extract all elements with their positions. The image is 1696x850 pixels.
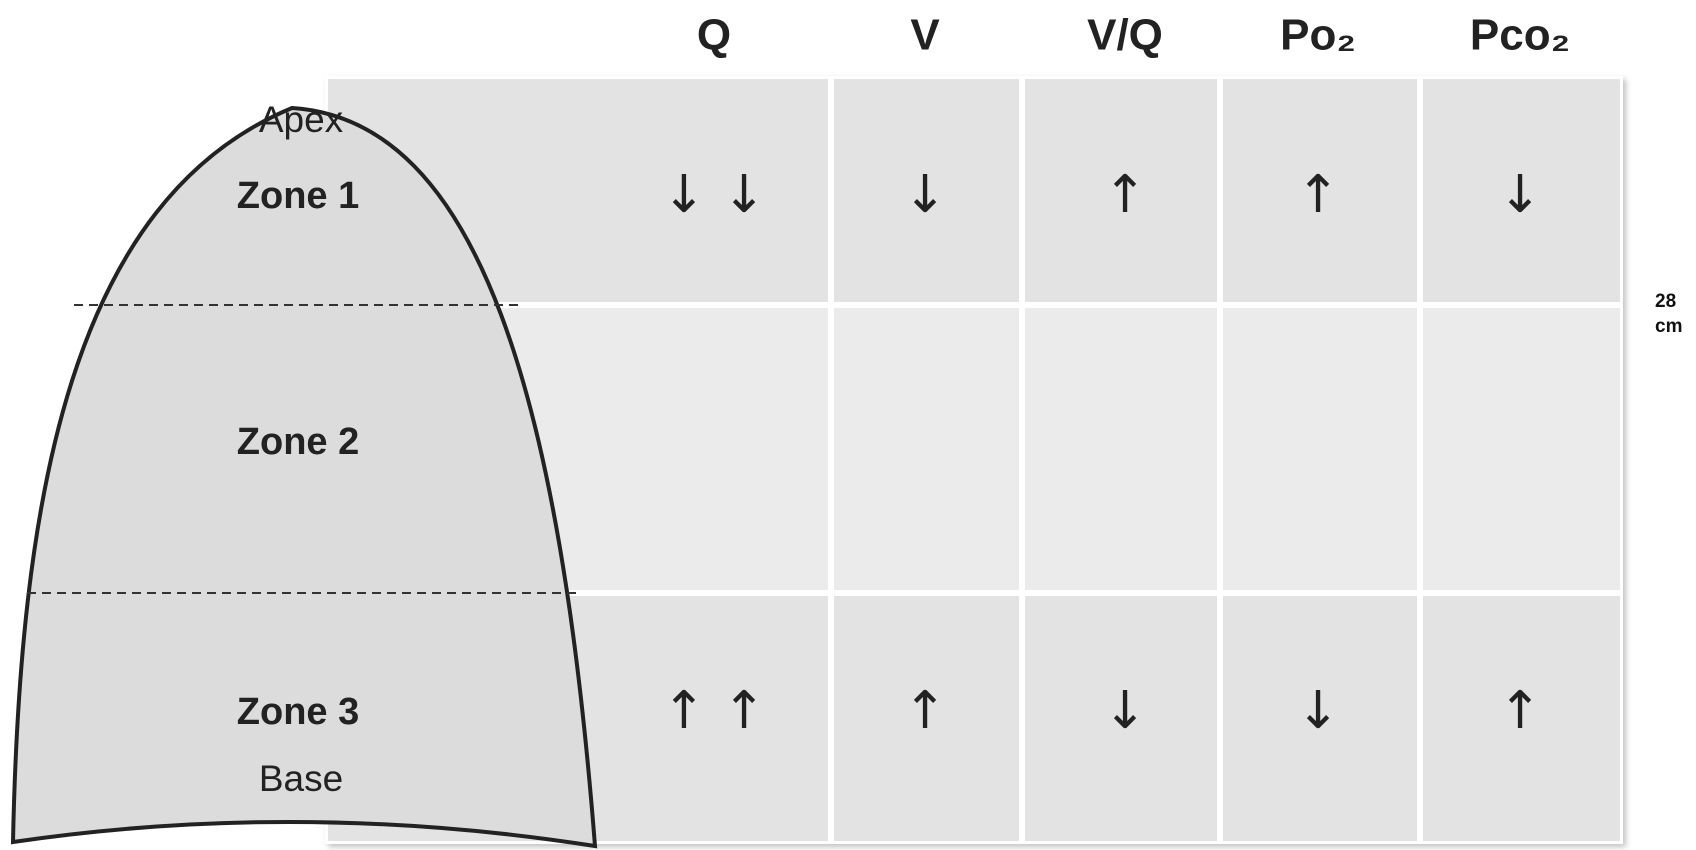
- page: {"header": {"columns": ["Q", "V", "V/Q",…: [0, 0, 1696, 850]
- column-header: Pco₂: [1470, 11, 1570, 60]
- change-arrow: ↓: [903, 165, 947, 225]
- diagram: Apex Base Q V V/Q Po₂ Pco₂ Zone 1 ↓ ↓ ↓ ↑ ↑ ↓ Zone …: [0, 0, 1696, 850]
- change-arrow: ↓: [1498, 165, 1542, 225]
- change-arrow: ↓ ↓: [662, 165, 766, 225]
- base-label: Base: [259, 758, 343, 799]
- change-arrow: ↑: [1498, 681, 1542, 741]
- change-arrow: ↑ ↑: [662, 681, 766, 741]
- table-cell: [834, 308, 1019, 590]
- change-arrow: ↓: [1296, 681, 1340, 741]
- change-arrow: ↑: [1296, 165, 1340, 225]
- column-header: V/Q: [1087, 11, 1163, 60]
- table-cell: [1423, 308, 1620, 590]
- zone-label: Zone 3: [237, 691, 359, 733]
- change-arrow: ↑: [903, 681, 947, 741]
- change-arrow: ↓: [1103, 681, 1147, 741]
- apex-label: Apex: [259, 99, 344, 140]
- column-header: Q: [697, 11, 731, 60]
- table-cell: [1223, 308, 1417, 590]
- column-header: Po₂: [1280, 11, 1356, 60]
- zone-label: Zone 1: [237, 175, 359, 217]
- change-arrow: ↑: [1103, 165, 1147, 225]
- table-cell: [1025, 308, 1217, 590]
- side-label: 28 cm: [1655, 290, 1691, 339]
- zone-label: Zone 2: [237, 421, 359, 463]
- column-header: V: [910, 11, 940, 60]
